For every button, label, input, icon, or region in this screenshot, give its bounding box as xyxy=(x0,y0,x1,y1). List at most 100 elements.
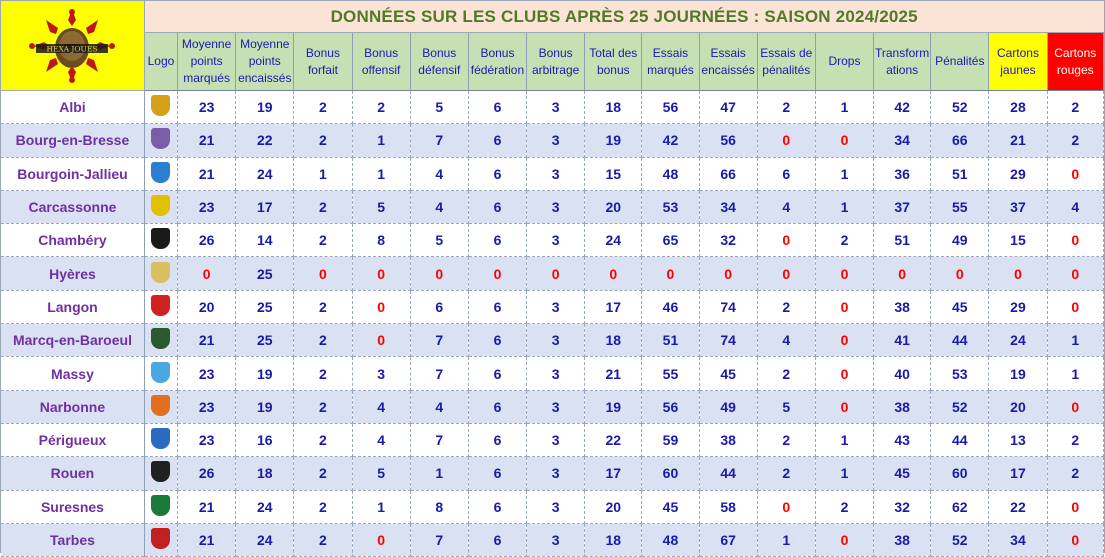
club-logo-cell xyxy=(144,423,179,458)
stat-cell: 15 xyxy=(988,223,1048,258)
stat-cell: 0 xyxy=(815,323,875,358)
club-logo-cell xyxy=(144,523,179,557)
club-name: Narbonne xyxy=(1,390,145,424)
stat-cell: 1 xyxy=(352,157,411,191)
stat-cell: 21 xyxy=(177,123,237,158)
stat-cell: 19 xyxy=(988,356,1048,391)
stat-cell: 17 xyxy=(584,290,643,325)
marcq-logo-icon xyxy=(151,328,171,350)
club-logo-cell xyxy=(144,390,179,424)
table-row: Hyères 0 25 0 0 0 0 0 0 0 0 0 0 0 0 0 0 xyxy=(1,256,1105,291)
stat-cell: 0 xyxy=(352,256,411,291)
club-logo-cell xyxy=(144,290,179,325)
table-row: Marcq-en-Baroeul 21 25 2 0 7 6 3 18 51 74 4 0 41 44 24 1 xyxy=(1,323,1105,358)
stat-cell: 26 xyxy=(177,223,237,258)
table-row: Massy 23 19 2 3 7 6 3 21 55 45 2 0 40 53 19 1 xyxy=(1,356,1105,391)
stat-cell: 1 xyxy=(410,456,469,491)
club-name: Marcq-en-Baroeul xyxy=(1,323,145,358)
stat-cell: 7 xyxy=(410,423,469,458)
stat-cell: 4 xyxy=(410,190,469,225)
stat-cell: 6 xyxy=(468,423,528,458)
suresnes-logo-icon xyxy=(151,494,171,516)
narbonne-logo-icon xyxy=(151,394,171,416)
stat-cell: 0 xyxy=(988,256,1048,291)
stat-cell: 6 xyxy=(468,223,528,258)
carcassonne-logo-icon xyxy=(151,195,171,217)
club-logo-cell xyxy=(144,256,179,291)
stat-cell: 6 xyxy=(468,90,528,125)
stat-cell: 4 xyxy=(757,323,816,358)
stat-cell: 6 xyxy=(468,490,528,524)
csbj-logo-icon xyxy=(151,161,171,183)
stat-cell: 22 xyxy=(584,423,643,458)
stat-cell: 5 xyxy=(352,190,411,225)
table-row: Carcassonne 23 17 2 5 4 6 3 20 53 34 4 1 37 55 37 4 xyxy=(1,190,1105,225)
stat-cell: 38 xyxy=(873,290,932,325)
stat-cell: 23 xyxy=(177,90,237,125)
column-header-7: Bonus arbitrage xyxy=(526,32,586,91)
stat-cell: 4 xyxy=(352,390,411,424)
stat-cell: 16 xyxy=(235,423,295,458)
stat-cell: 3 xyxy=(526,157,586,191)
stat-cell: 0 xyxy=(526,256,586,291)
club-name: Suresnes xyxy=(1,490,145,524)
club-name: Périgueux xyxy=(1,423,145,458)
table-row: Rouen 26 18 2 5 1 6 3 17 60 44 2 1 45 60 17 2 xyxy=(1,456,1105,491)
stat-cell: 38 xyxy=(699,423,758,458)
table-row: Albi 23 19 2 2 5 6 3 18 56 47 2 1 42 52 28 2 xyxy=(1,90,1105,125)
column-header-logo: Logo xyxy=(144,32,179,91)
stat-cell: 26 xyxy=(177,456,237,491)
stat-cell: 37 xyxy=(873,190,932,225)
column-header-13: Transform ations xyxy=(873,32,932,91)
stat-cell: 14 xyxy=(235,223,295,258)
stat-cell: 0 xyxy=(815,390,875,424)
albi-logo-icon xyxy=(151,95,171,117)
stat-cell: 4 xyxy=(1047,190,1105,225)
stat-cell: 0 xyxy=(757,223,816,258)
table-row: Périgueux 23 16 2 4 7 6 3 22 59 38 2 1 43 44 13 2 xyxy=(1,423,1105,458)
stat-cell: 25 xyxy=(235,256,295,291)
stat-cell: 7 xyxy=(410,523,469,557)
stat-cell: 37 xyxy=(988,190,1048,225)
header-logo-text: HEXA JOUES xyxy=(47,44,98,53)
stat-cell: 0 xyxy=(352,323,411,358)
stat-cell: 2 xyxy=(293,123,353,158)
stat-cell: 6 xyxy=(468,323,528,358)
table-row: Bourg-en-Bresse 21 22 2 1 7 6 3 19 42 56 0 0 34 66 21 2 xyxy=(1,123,1105,158)
club-name: Langon xyxy=(1,290,145,325)
stat-cell: 8 xyxy=(352,223,411,258)
stat-cell: 0 xyxy=(815,123,875,158)
stat-cell: 2 xyxy=(1047,456,1105,491)
stat-cell: 4 xyxy=(410,157,469,191)
column-header-15: Cartons jaunes xyxy=(988,32,1048,91)
stat-cell: 52 xyxy=(930,90,990,125)
stat-cell: 38 xyxy=(873,390,932,424)
stat-cell: 49 xyxy=(699,390,758,424)
stat-cell: 2 xyxy=(1047,423,1105,458)
stat-cell: 8 xyxy=(410,490,469,524)
header-logo: HEXA JOUES xyxy=(1,1,145,91)
stat-cell: 53 xyxy=(930,356,990,391)
stat-cell: 0 xyxy=(584,256,643,291)
stat-cell: 6 xyxy=(757,157,816,191)
stat-cell: 20 xyxy=(177,290,237,325)
stat-cell: 2 xyxy=(293,223,353,258)
stat-cell: 0 xyxy=(293,256,353,291)
stat-cell: 42 xyxy=(641,123,700,158)
stat-cell: 3 xyxy=(526,523,586,557)
stat-cell: 18 xyxy=(584,523,643,557)
rouen-logo-icon xyxy=(151,461,171,483)
stat-cell: 0 xyxy=(815,256,875,291)
stat-cell: 36 xyxy=(873,157,932,191)
stat-cell: 51 xyxy=(641,323,700,358)
column-header-2: Moyenne points encaissés xyxy=(235,32,295,91)
stat-cell: 6 xyxy=(468,356,528,391)
stat-cell: 18 xyxy=(235,456,295,491)
langon-logo-icon xyxy=(151,294,171,316)
club-logo-cell xyxy=(144,323,179,358)
stat-cell: 24 xyxy=(584,223,643,258)
stat-cell: 55 xyxy=(930,190,990,225)
stat-cell: 29 xyxy=(988,157,1048,191)
stat-cell: 51 xyxy=(873,223,932,258)
stat-cell: 23 xyxy=(177,190,237,225)
